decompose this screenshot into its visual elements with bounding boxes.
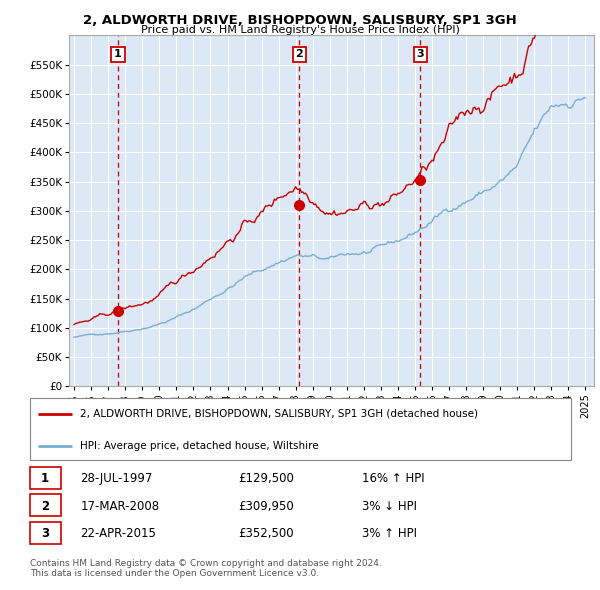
Text: 1: 1 bbox=[41, 473, 49, 486]
Text: Price paid vs. HM Land Registry's House Price Index (HPI): Price paid vs. HM Land Registry's House … bbox=[140, 25, 460, 35]
Text: 16% ↑ HPI: 16% ↑ HPI bbox=[362, 473, 425, 486]
Text: 2, ALDWORTH DRIVE, BISHOPDOWN, SALISBURY, SP1 3GH (detached house): 2, ALDWORTH DRIVE, BISHOPDOWN, SALISBURY… bbox=[80, 409, 478, 419]
Text: 2: 2 bbox=[295, 50, 303, 60]
Text: 1: 1 bbox=[114, 50, 122, 60]
Text: Contains HM Land Registry data © Crown copyright and database right 2024.
This d: Contains HM Land Registry data © Crown c… bbox=[29, 559, 382, 578]
Text: 2, ALDWORTH DRIVE, BISHOPDOWN, SALISBURY, SP1 3GH: 2, ALDWORTH DRIVE, BISHOPDOWN, SALISBURY… bbox=[83, 14, 517, 27]
FancyBboxPatch shape bbox=[29, 522, 61, 544]
Text: 28-JUL-1997: 28-JUL-1997 bbox=[80, 473, 153, 486]
Text: 17-MAR-2008: 17-MAR-2008 bbox=[80, 500, 160, 513]
Text: 3% ↑ HPI: 3% ↑ HPI bbox=[362, 527, 418, 540]
Text: 22-APR-2015: 22-APR-2015 bbox=[80, 527, 156, 540]
Text: 2: 2 bbox=[41, 500, 49, 513]
Text: £129,500: £129,500 bbox=[238, 473, 294, 486]
Text: £309,950: £309,950 bbox=[238, 500, 294, 513]
FancyBboxPatch shape bbox=[29, 494, 61, 516]
Text: £352,500: £352,500 bbox=[238, 527, 294, 540]
FancyBboxPatch shape bbox=[29, 467, 61, 489]
Text: 3% ↓ HPI: 3% ↓ HPI bbox=[362, 500, 418, 513]
FancyBboxPatch shape bbox=[29, 398, 571, 460]
Text: HPI: Average price, detached house, Wiltshire: HPI: Average price, detached house, Wilt… bbox=[80, 441, 319, 451]
Text: 3: 3 bbox=[416, 50, 424, 60]
Text: 3: 3 bbox=[41, 527, 49, 540]
